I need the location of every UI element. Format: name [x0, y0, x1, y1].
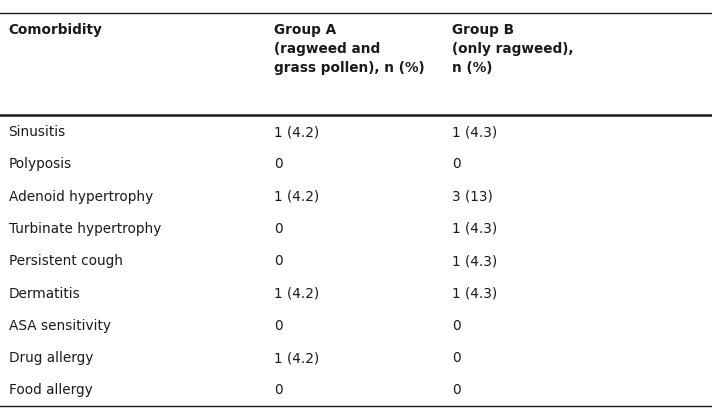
Text: Comorbidity: Comorbidity: [9, 23, 103, 37]
Text: 1 (4.2): 1 (4.2): [274, 350, 320, 364]
Text: 0: 0: [452, 318, 461, 332]
Text: Sinusitis: Sinusitis: [9, 125, 66, 139]
Text: Dermatitis: Dermatitis: [9, 286, 80, 300]
Text: Polyposis: Polyposis: [9, 157, 72, 171]
Text: 1 (4.3): 1 (4.3): [452, 286, 498, 300]
Text: Group A
(ragweed and
grass pollen), n (%): Group A (ragweed and grass pollen), n (%…: [274, 23, 425, 74]
Text: 0: 0: [452, 157, 461, 171]
Text: Adenoid hypertrophy: Adenoid hypertrophy: [9, 189, 153, 203]
Text: ASA sensitivity: ASA sensitivity: [9, 318, 110, 332]
Text: 1 (4.2): 1 (4.2): [274, 286, 320, 300]
Text: 0: 0: [274, 221, 283, 235]
Text: 1 (4.2): 1 (4.2): [274, 125, 320, 139]
Text: Drug allergy: Drug allergy: [9, 350, 93, 364]
Text: 0: 0: [452, 350, 461, 364]
Text: 0: 0: [452, 382, 461, 396]
Text: Turbinate hypertrophy: Turbinate hypertrophy: [9, 221, 161, 235]
Text: 3 (13): 3 (13): [452, 189, 493, 203]
Text: 1 (4.3): 1 (4.3): [452, 254, 498, 268]
Text: Group B
(only ragweed),
n (%): Group B (only ragweed), n (%): [452, 23, 574, 74]
Text: Food allergy: Food allergy: [9, 382, 93, 396]
Text: 1 (4.2): 1 (4.2): [274, 189, 320, 203]
Text: 0: 0: [274, 157, 283, 171]
Text: Persistent cough: Persistent cough: [9, 254, 122, 268]
Text: 1 (4.3): 1 (4.3): [452, 125, 498, 139]
Text: 1 (4.3): 1 (4.3): [452, 221, 498, 235]
Text: 0: 0: [274, 382, 283, 396]
Text: 0: 0: [274, 318, 283, 332]
Text: 0: 0: [274, 254, 283, 268]
